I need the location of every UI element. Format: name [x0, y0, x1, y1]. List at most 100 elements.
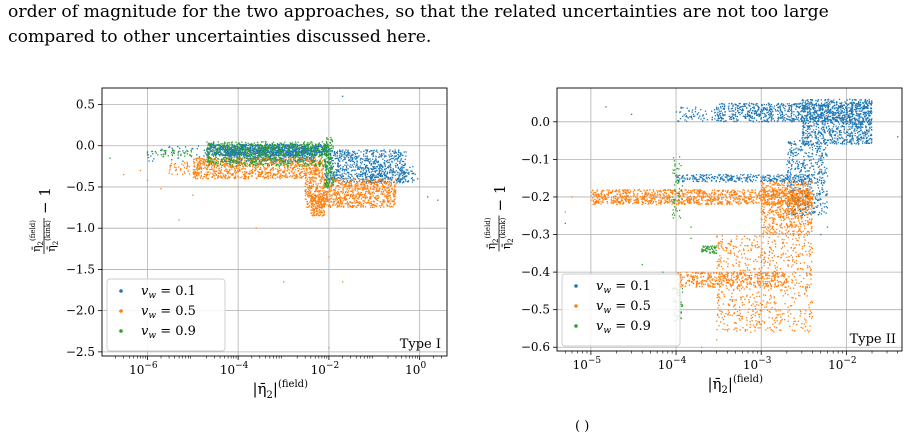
data-point: [358, 204, 360, 207]
data-point: [272, 163, 275, 165]
data-point: [373, 203, 375, 206]
data-point: [365, 195, 367, 197]
data-point: [292, 143, 294, 146]
data-point: [327, 149, 330, 151]
data-point: [215, 161, 218, 164]
data-point: [318, 200, 320, 202]
data-point: [247, 150, 250, 152]
data-point: [290, 163, 293, 165]
data-point: [268, 156, 270, 158]
data-point: [231, 156, 233, 159]
data-point: [235, 177, 237, 179]
data-point: [264, 167, 266, 169]
data-point: [313, 193, 315, 195]
data-point: [341, 173, 343, 175]
data-point: [409, 166, 411, 168]
data-point: [260, 173, 262, 175]
data-point: [259, 151, 261, 153]
data-point: [213, 163, 216, 165]
data-point: [384, 170, 387, 173]
data-point: [230, 151, 232, 153]
data-point: [391, 171, 393, 173]
data-point: [231, 166, 233, 168]
data-point: [323, 179, 326, 182]
data-point: [269, 145, 271, 147]
data-point: [272, 177, 274, 179]
data-point: [311, 207, 314, 209]
data-point: [292, 173, 294, 175]
data-point: [389, 192, 391, 194]
data-point: [246, 155, 249, 157]
data-point: [264, 162, 267, 165]
data-point: [235, 151, 238, 153]
data-point: [301, 146, 303, 148]
data-point: [335, 179, 338, 181]
data-point: [285, 152, 287, 154]
data-point: [257, 155, 259, 158]
data-point: [370, 160, 372, 162]
data-point: [196, 169, 199, 171]
data-point: [283, 161, 285, 163]
data-point: [247, 176, 250, 178]
data-point: [399, 162, 401, 164]
data-point: [241, 158, 243, 161]
data-point: [355, 183, 357, 185]
data-point: [263, 150, 265, 153]
data-point: [338, 193, 340, 195]
data-point: [307, 186, 310, 188]
data-point: [360, 191, 363, 194]
data-point: [228, 150, 230, 152]
data-point: [266, 151, 269, 153]
data-point: [178, 219, 180, 221]
data-point: [393, 188, 396, 191]
data-point: [394, 172, 396, 174]
data-point: [350, 193, 352, 196]
data-point: [384, 174, 386, 176]
data-point: [312, 149, 315, 151]
data-point: [331, 195, 333, 197]
data-point: [362, 193, 364, 196]
data-point: [296, 145, 299, 148]
data-point: [349, 180, 351, 183]
data-point: [390, 169, 393, 171]
data-point: [238, 158, 240, 160]
data-point: [315, 186, 317, 189]
data-point: [404, 173, 406, 175]
data-point: [402, 164, 404, 167]
data-point: [225, 168, 227, 170]
data-point: [217, 176, 219, 179]
data-point: [328, 201, 330, 203]
data-point: [183, 151, 185, 154]
data-point: [399, 181, 402, 183]
data-point: [265, 147, 267, 149]
data-point: [250, 153, 252, 155]
data-point: [395, 155, 398, 157]
data-point: [257, 166, 259, 168]
data-point: [381, 168, 383, 171]
data-point: [331, 150, 333, 152]
data-point: [360, 178, 362, 181]
data-point: [307, 160, 310, 163]
data-point: [344, 198, 346, 200]
data-point: [354, 152, 356, 155]
data-point: [374, 179, 376, 181]
data-point: [323, 210, 325, 213]
data-point: [247, 155, 250, 158]
data-point: [311, 214, 314, 216]
data-point: [307, 156, 309, 158]
data-point: [267, 150, 269, 153]
data-point: [365, 206, 367, 208]
data-point: [283, 149, 286, 152]
data-point: [354, 187, 357, 189]
data-point: [296, 145, 299, 147]
data-point: [289, 150, 291, 152]
data-point: [239, 145, 241, 147]
data-point: [290, 153, 292, 155]
data-point: [372, 153, 374, 155]
data-point: [298, 168, 301, 170]
data-point: [299, 173, 301, 176]
data-point: [282, 154, 284, 156]
data-point: [334, 158, 336, 160]
data-point: [325, 191, 328, 193]
data-point: [383, 153, 385, 155]
